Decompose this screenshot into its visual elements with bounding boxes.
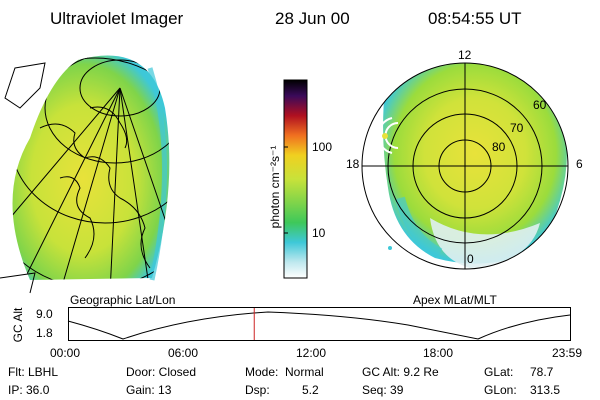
mlt-label-12: 12 xyxy=(458,48,472,62)
colorbar-tick-10: 10 xyxy=(312,226,326,240)
time-label: 08:54:55 UT xyxy=(428,9,522,28)
glat-value: 78.7 xyxy=(530,365,554,379)
gain-info: Gain: 13 xyxy=(126,383,172,397)
ytick-9: 9.0 xyxy=(36,307,53,321)
altitude-plot xyxy=(67,307,571,341)
seq-info: Seq: 39 xyxy=(362,383,404,397)
geographic-caption: Geographic Lat/Lon xyxy=(70,293,176,307)
mode-label: Mode: xyxy=(245,365,279,379)
polar-plot xyxy=(361,62,569,270)
lat-label-60: 60 xyxy=(533,98,547,112)
ip-info: IP: 36.0 xyxy=(8,383,50,397)
geographic-image xyxy=(0,55,170,294)
xtick-2359: 23:59 xyxy=(552,346,583,360)
glon-label: GLon: xyxy=(484,383,517,397)
lat-label-80: 80 xyxy=(492,140,506,154)
ytick-1-8: 1.8 xyxy=(36,326,53,340)
date-label: 28 Jun 00 xyxy=(275,9,350,28)
colorbar-unit-label: photon cm⁻²s⁻¹ xyxy=(268,145,282,229)
glat-label: GLat: xyxy=(484,365,514,379)
colorbar xyxy=(283,79,308,279)
xtick-1800: 18:00 xyxy=(423,346,454,360)
lat-label-70: 70 xyxy=(510,121,524,135)
gc-alt-info: GC Alt: 9.2 Re xyxy=(362,365,439,379)
xtick-0600: 06:00 xyxy=(168,346,199,360)
dsp-value: 5.2 xyxy=(302,383,319,397)
filter-info: Flt: LBHL xyxy=(8,365,59,379)
altitude-ylabel: GC Alt xyxy=(11,307,25,343)
mlt-label-18: 18 xyxy=(346,157,360,171)
dsp-label: Dsp: xyxy=(245,383,270,397)
instrument-title: Ultraviolet Imager xyxy=(50,9,184,28)
xtick-0000: 00:00 xyxy=(50,346,81,360)
mlt-label-6: 6 xyxy=(576,157,583,171)
glon-value: 313.5 xyxy=(530,383,561,397)
xtick-1200: 12:00 xyxy=(296,346,327,360)
colorbar-tick-100: 100 xyxy=(312,140,333,154)
mode-value: Normal xyxy=(285,365,324,379)
apex-caption: Apex MLat/MLT xyxy=(413,293,497,307)
mlt-label-0: 0 xyxy=(467,252,474,266)
door-info: Door: Closed xyxy=(126,365,197,379)
